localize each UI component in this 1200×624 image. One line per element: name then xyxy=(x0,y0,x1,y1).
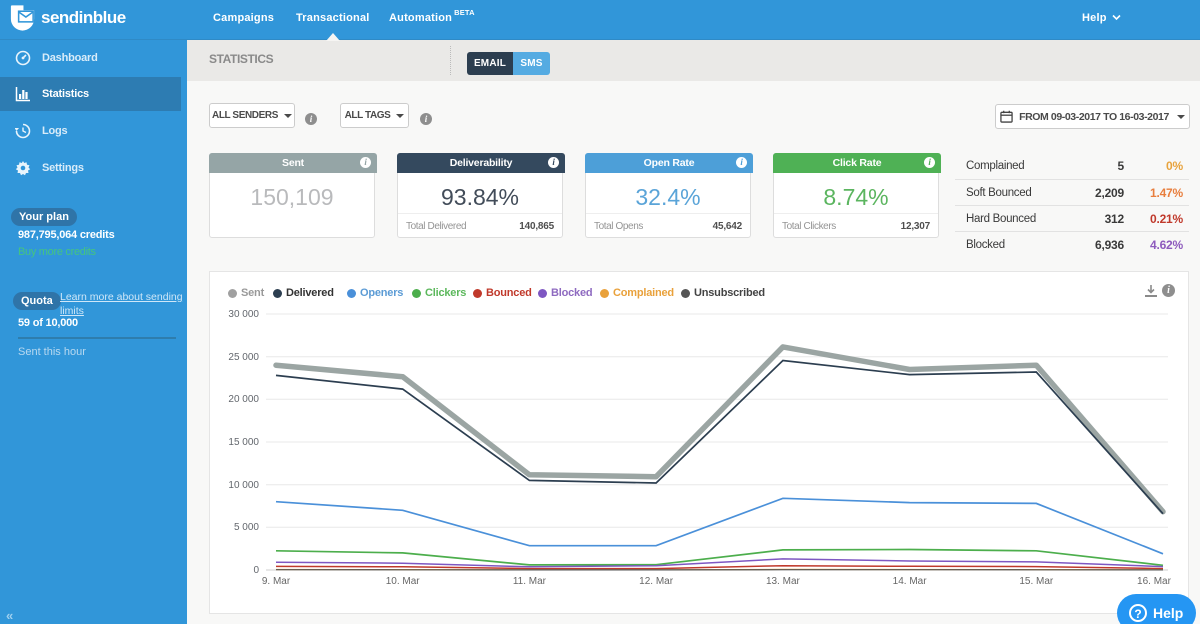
svg-text:16. Mar: 16. Mar xyxy=(1137,576,1172,587)
svg-text:10 000: 10 000 xyxy=(228,480,259,491)
svg-text:14. Mar: 14. Mar xyxy=(893,576,928,587)
svg-text:9. Mar: 9. Mar xyxy=(262,576,291,587)
svg-text:20 000: 20 000 xyxy=(228,394,259,405)
svg-text:15 000: 15 000 xyxy=(228,437,259,448)
svg-text:5 000: 5 000 xyxy=(234,522,259,533)
svg-text:13. Mar: 13. Mar xyxy=(766,576,801,587)
svg-text:0: 0 xyxy=(253,565,259,576)
svg-text:25 000: 25 000 xyxy=(228,352,259,363)
svg-text:15. Mar: 15. Mar xyxy=(1019,576,1054,587)
svg-text:30 000: 30 000 xyxy=(228,309,259,320)
svg-text:12. Mar: 12. Mar xyxy=(639,576,674,587)
svg-text:10. Mar: 10. Mar xyxy=(386,576,421,587)
svg-text:11. Mar: 11. Mar xyxy=(513,576,547,587)
